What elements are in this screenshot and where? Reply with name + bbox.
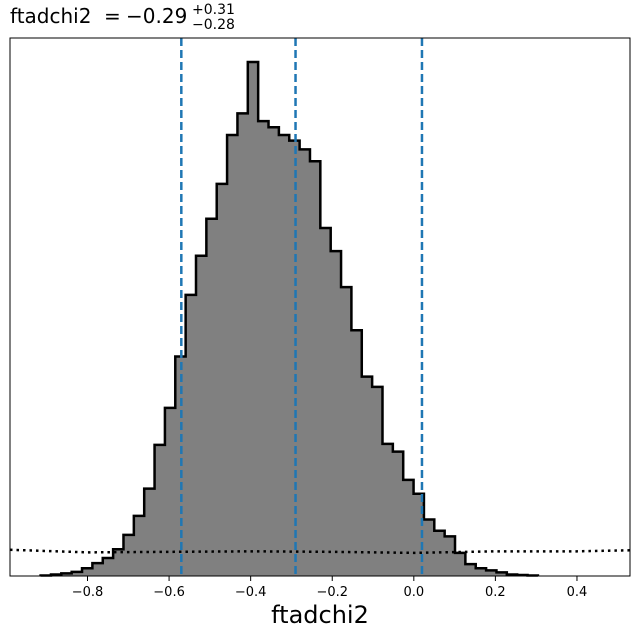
histogram-bar <box>289 140 300 576</box>
x-tick-label: −0.4 <box>235 585 267 600</box>
histogram-bar <box>392 451 404 576</box>
histogram-bar <box>351 330 363 576</box>
histogram-bar <box>164 407 176 576</box>
histogram-bar <box>154 444 166 576</box>
chart-title: ftadchi2 = −0.29 +0.31 −0.28 <box>10 2 235 33</box>
x-tick-label: −0.8 <box>72 585 104 600</box>
title-lower-error: −0.28 <box>192 17 235 33</box>
histogram-bar <box>144 488 155 576</box>
histogram-outline <box>39 60 540 577</box>
histogram-bar <box>237 113 249 577</box>
histogram-bar <box>465 564 477 576</box>
histogram-bar <box>247 62 259 576</box>
histogram-bar <box>216 183 228 576</box>
histogram-bar <box>258 121 269 577</box>
x-tick-label: −0.2 <box>316 585 348 600</box>
x-tick-label: 0.0 <box>403 585 424 600</box>
plot-frame <box>9 37 631 577</box>
histogram-bar <box>341 287 352 576</box>
histogram-bar <box>423 519 435 576</box>
title-equals: = <box>104 4 121 28</box>
histogram-bar <box>268 127 280 576</box>
quantile-lines <box>180 38 424 576</box>
histogram-bars <box>40 62 539 577</box>
histogram-bar <box>382 443 394 576</box>
histogram-bar <box>113 549 124 576</box>
prior-curve <box>9 548 631 555</box>
histogram-bar <box>123 534 135 576</box>
histogram-bar <box>185 294 197 576</box>
histogram-bar <box>175 356 187 576</box>
histogram-bar <box>92 563 104 576</box>
x-tick-label: 0.4 <box>567 585 588 600</box>
histogram-bar <box>496 572 508 576</box>
x-tick-label: −0.6 <box>153 585 185 600</box>
histogram-bar <box>320 228 332 576</box>
histogram-bar <box>82 568 93 576</box>
histogram-bar <box>413 493 425 576</box>
histogram-bar <box>102 558 114 576</box>
histogram-bar <box>403 479 414 576</box>
histogram-bar <box>206 218 218 576</box>
histogram-bar <box>133 515 145 576</box>
x-tick-label: 0.2 <box>485 585 506 600</box>
title-upper-error: +0.31 <box>192 2 235 18</box>
histogram-bar <box>196 255 207 576</box>
histogram-bar <box>455 552 466 576</box>
histogram-bar <box>299 149 311 576</box>
histogram-bar <box>227 134 238 577</box>
title-value: −0.29 <box>126 4 187 28</box>
histogram-bar <box>61 573 73 576</box>
histogram-bar <box>71 571 83 576</box>
histogram-bar <box>475 568 487 576</box>
histogram-bar <box>278 134 290 577</box>
x-axis-ticks: −0.8 −0.6 −0.4 −0.2 0.0 0.2 0.4 <box>72 576 588 600</box>
x-axis-label: ftadchi2 <box>271 601 369 629</box>
histogram-bar <box>444 536 456 576</box>
histogram-bar <box>309 161 321 576</box>
title-param: ftadchi2 <box>10 4 91 28</box>
histogram-bar <box>372 386 383 576</box>
histogram-bar <box>361 376 373 576</box>
histogram-bar <box>486 570 497 576</box>
histogram-bar <box>330 251 342 576</box>
